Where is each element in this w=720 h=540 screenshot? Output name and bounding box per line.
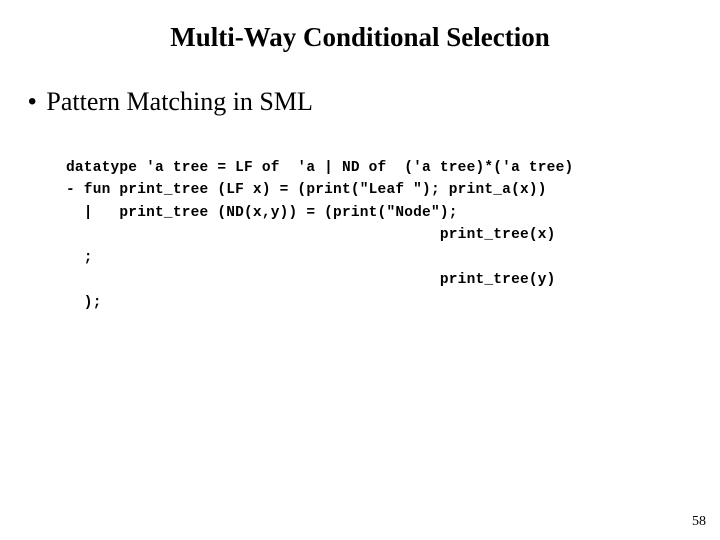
bullet-marker: • xyxy=(28,87,46,117)
code-line: ; xyxy=(66,250,93,266)
code-line: print_tree(y) xyxy=(66,272,556,288)
page-number: 58 xyxy=(692,514,706,530)
code-line: | print_tree (ND(x,y)) = (print("Node"); xyxy=(66,205,458,221)
slide-container: Multi-Way Conditional Selection • Patter… xyxy=(0,0,720,540)
bullet-text: Pattern Matching in SML xyxy=(46,87,312,117)
code-line: - fun print_tree (LF x) = (print("Leaf "… xyxy=(66,182,547,198)
code-line: print_tree(x) xyxy=(66,227,556,243)
code-line: ); xyxy=(66,295,102,311)
code-block: datatype 'a tree = LF of 'a | ND of ('a … xyxy=(0,117,720,314)
bullet-item: • Pattern Matching in SML xyxy=(0,53,720,117)
slide-title: Multi-Way Conditional Selection xyxy=(0,0,720,53)
code-line: datatype 'a tree = LF of 'a | ND of ('a … xyxy=(66,160,573,176)
